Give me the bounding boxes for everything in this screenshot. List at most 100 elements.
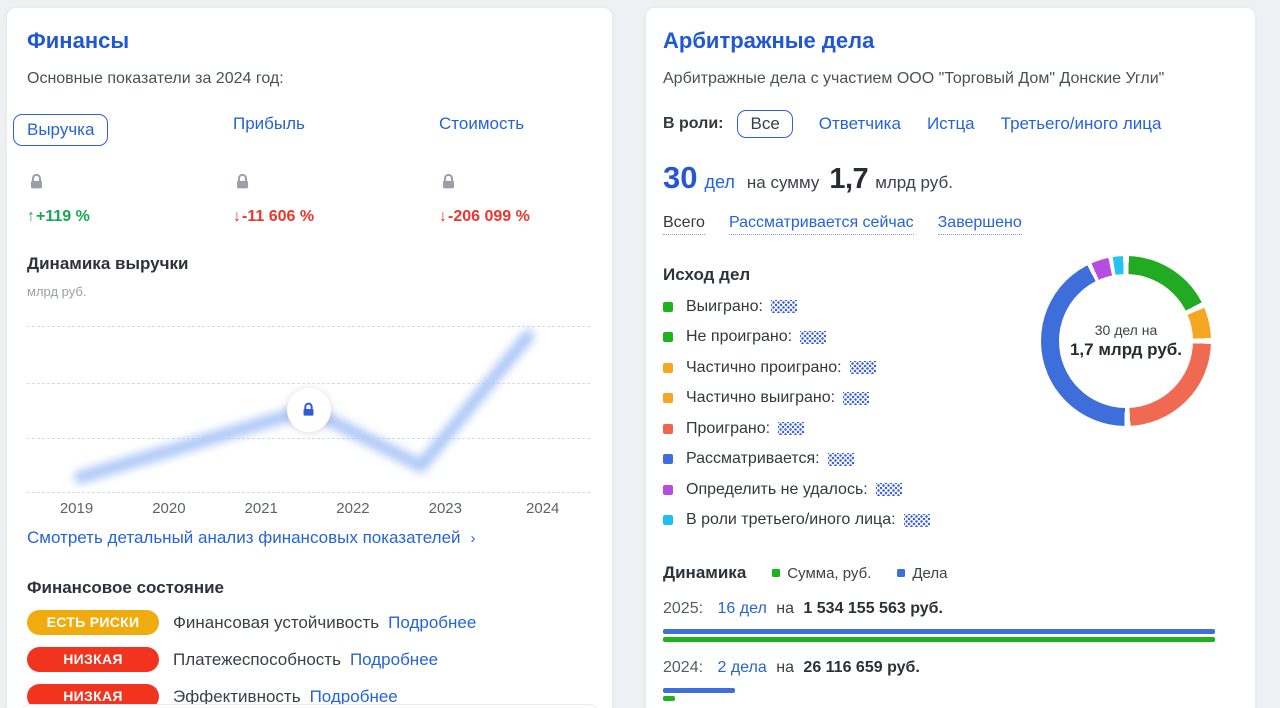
legend-square-icon bbox=[663, 332, 673, 342]
arbitration-title: Арбитражные дела bbox=[663, 28, 875, 53]
chart-plot-area bbox=[27, 308, 590, 496]
donut-center: 30 дел на 1,7 млрд руб. bbox=[1059, 274, 1193, 408]
outcomes-title: Исход дел bbox=[663, 265, 751, 284]
cases-amount-unit: млрд руб. bbox=[875, 173, 953, 192]
dynamics-header: Динамика Сумма, руб. Дела bbox=[663, 563, 1255, 583]
state-row-stability: ЕСТЬ РИСКИ Финансовая устойчивость Подро… bbox=[27, 610, 592, 635]
chart-ylabel: млрд руб. bbox=[27, 284, 87, 299]
hidden-value bbox=[875, 483, 902, 496]
x-tick: 2020 bbox=[152, 500, 186, 517]
hidden-value bbox=[849, 361, 876, 374]
tab-value[interactable]: Стоимость bbox=[439, 114, 525, 133]
arrow-down-icon: ↓ bbox=[439, 208, 447, 225]
bars-2025 bbox=[663, 629, 1215, 642]
arrow-up-icon: ↑ bbox=[27, 208, 35, 225]
lock-icon bbox=[439, 172, 592, 192]
legend-square-icon bbox=[663, 515, 673, 525]
gridline bbox=[27, 492, 590, 494]
tab-revenue[interactable]: Выручка bbox=[13, 114, 109, 146]
outcome-won: Выиграно: bbox=[663, 298, 1255, 316]
arbitration-card: Арбитражные дела Арбитражные дела с учас… bbox=[645, 7, 1256, 708]
revenue-chart: млрд руб. 2019 2020 2021 2022 2023 2024 bbox=[27, 284, 592, 517]
low-badge: НИЗКАЯ bbox=[27, 647, 159, 672]
tab-in-progress[interactable]: Рассматривается сейчас bbox=[728, 214, 914, 235]
role-label: В роли: bbox=[663, 115, 724, 132]
hidden-value bbox=[778, 422, 805, 435]
finance-metrics: Выручка Прибыль Стоимость ↑+119 % ↓-11 6… bbox=[13, 114, 592, 226]
arbitration-subtitle: Арбитражные дела с участием ООО "Торговы… bbox=[663, 70, 1165, 87]
lock-icon bbox=[303, 402, 314, 416]
legend-cases: Дела bbox=[897, 565, 947, 582]
hidden-value bbox=[770, 300, 797, 313]
legend-square-icon bbox=[663, 423, 673, 434]
outcome-lost: Проиграно: bbox=[663, 420, 1255, 438]
chart-lock-badge bbox=[286, 387, 331, 432]
finance-subtitle: Основные показатели за 2024 год: bbox=[27, 70, 284, 87]
chevron-right-icon: › bbox=[470, 530, 476, 547]
lock-icon bbox=[233, 172, 439, 192]
revenue-change: ↑+119 % bbox=[27, 208, 90, 225]
hidden-value bbox=[843, 391, 870, 405]
risk-badge: ЕСТЬ РИСКИ bbox=[27, 610, 159, 635]
role-all[interactable]: Все bbox=[737, 110, 793, 138]
details-link[interactable]: Подробнее bbox=[388, 612, 477, 632]
legend-square-icon bbox=[663, 362, 673, 373]
metric-revenue: Выручка bbox=[13, 114, 233, 146]
gridline bbox=[27, 326, 590, 328]
role-third-party[interactable]: Третьего/иного лица bbox=[1000, 114, 1162, 133]
cases-link[interactable]: 2 дела bbox=[717, 659, 767, 676]
outcomes-list: Выиграно: Не проиграно: Частично проигра… bbox=[663, 298, 1255, 530]
legend-square-icon bbox=[663, 454, 673, 464]
case-status-tabs: Всего Рассматривается сейчас Завершено bbox=[663, 214, 1255, 235]
detailed-analysis-link[interactable]: Смотреть детальный анализ финансовых пок… bbox=[27, 528, 476, 547]
metric-value: Стоимость bbox=[439, 114, 592, 146]
x-tick: 2024 bbox=[526, 500, 560, 517]
dynamics-row-2025: 2025: 16 дел на 1 534 155 563 руб. bbox=[663, 600, 1255, 642]
legend-square-icon bbox=[663, 393, 673, 403]
hidden-value bbox=[903, 513, 930, 527]
x-tick: 2019 bbox=[59, 500, 94, 517]
cases-donut-chart: 30 дел на 1,7 млрд руб. bbox=[1041, 256, 1211, 426]
cases-bar bbox=[663, 629, 1215, 634]
role-defendant[interactable]: Ответчика bbox=[818, 114, 901, 133]
chart-x-axis: 2019 2020 2021 2022 2023 2024 bbox=[27, 500, 590, 520]
tab-profit[interactable]: Прибыль bbox=[233, 114, 305, 133]
x-tick: 2021 bbox=[244, 500, 278, 517]
role-filter: В роли: Все Ответчика Истца Третьего/ино… bbox=[663, 110, 1255, 138]
x-tick: 2022 bbox=[336, 500, 370, 517]
hidden-value bbox=[800, 330, 827, 344]
tab-total[interactable]: Всего bbox=[663, 214, 705, 235]
outcome-not-lost: Не проиграно: bbox=[663, 328, 1255, 346]
bars-2024 bbox=[663, 688, 1215, 701]
next-card-top-edge bbox=[21, 704, 598, 708]
cases-count-unit: дел bbox=[704, 172, 735, 192]
lock-icon bbox=[27, 172, 233, 192]
profit-change: ↓-11 606 % bbox=[233, 208, 315, 225]
details-link[interactable]: Подробнее bbox=[349, 649, 439, 669]
outcome-undetermined: Определить не удалось: bbox=[663, 481, 1255, 499]
cases-bar bbox=[663, 688, 735, 693]
legend-square-icon bbox=[663, 484, 673, 495]
metric-profit: Прибыль bbox=[233, 114, 439, 146]
gridline bbox=[27, 437, 590, 439]
outcome-in-review: Рассматривается: bbox=[663, 450, 1255, 468]
cases-count: 30 bbox=[663, 160, 698, 195]
tab-finished[interactable]: Завершено bbox=[937, 214, 1022, 235]
outcome-partially-lost: Частично проиграно: bbox=[663, 359, 1255, 377]
legend-square-icon bbox=[663, 301, 673, 312]
cases-link[interactable]: 16 дел bbox=[717, 600, 767, 617]
financial-state-title: Финансовое состояние bbox=[27, 578, 225, 597]
blurred-revenue-line bbox=[74, 329, 535, 484]
outcome-partially-won: Частично выиграно: bbox=[663, 389, 1255, 407]
value-change: ↓-206 099 % bbox=[439, 208, 530, 225]
gridline bbox=[27, 383, 590, 385]
role-plaintiff[interactable]: Истца bbox=[926, 114, 975, 133]
legend-square-icon bbox=[772, 569, 781, 577]
amount-bar bbox=[663, 637, 1215, 642]
outcome-third-party: В роли третьего/иного лица: bbox=[663, 511, 1255, 529]
amount-bar bbox=[663, 696, 676, 701]
dynamics-title: Динамика bbox=[663, 563, 747, 582]
legend-square-icon bbox=[897, 569, 906, 577]
details-link[interactable]: Подробнее bbox=[309, 686, 398, 706]
x-tick: 2023 bbox=[428, 500, 462, 517]
